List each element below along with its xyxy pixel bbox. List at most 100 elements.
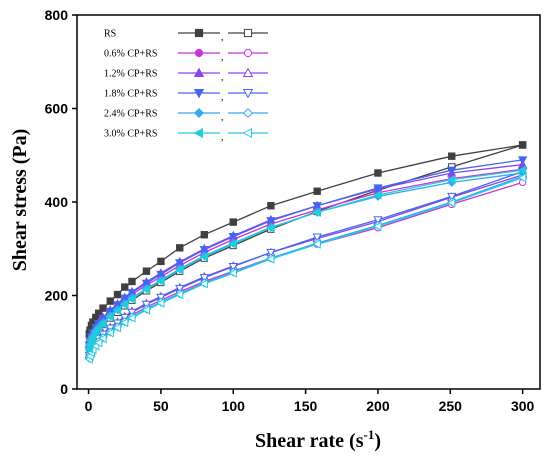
legend-separator: , (221, 132, 224, 143)
data-point-down (312, 233, 322, 242)
data-point-up (267, 202, 275, 210)
data-point-up (446, 174, 456, 185)
y-tick-label: 200 (45, 288, 69, 304)
data-point-up (113, 290, 122, 299)
data-point-up (313, 187, 321, 195)
data-point-up (121, 283, 129, 291)
data-point-down (119, 317, 129, 328)
x-axis-title-close: ) (374, 430, 381, 452)
data-point-up (156, 276, 165, 286)
data-point-down (446, 198, 456, 208)
legend-marker-down (242, 67, 254, 77)
legend-marker-down (242, 89, 254, 99)
y-tick-label: 600 (45, 101, 69, 117)
series-2 (84, 159, 528, 358)
data-point-up (106, 297, 114, 305)
series-line-down (88, 177, 523, 360)
data-point-up (517, 165, 527, 175)
data-point-up (93, 323, 103, 333)
data-point-up (176, 244, 184, 252)
data-point-up (373, 184, 383, 193)
series-0 (85, 141, 527, 351)
legend-marker-up (193, 67, 205, 77)
data-point-down (127, 313, 136, 323)
data-point-up (112, 305, 122, 316)
x-tick-label: 250 (439, 398, 463, 414)
data-point-down (228, 262, 238, 272)
series-3 (84, 156, 528, 361)
data-point-up (105, 311, 114, 322)
y-tick-label: 0 (60, 381, 68, 397)
data-point-up (200, 231, 209, 239)
series-line-up (88, 159, 523, 346)
data-point-up (128, 277, 136, 286)
legend-separator: , (221, 32, 224, 43)
data-point-up (517, 156, 528, 165)
data-point-up (174, 265, 184, 275)
series-line-down (88, 144, 523, 348)
legend-label: 1.8% CP+RS (104, 89, 157, 100)
data-point-up (447, 166, 457, 176)
data-point-down (199, 279, 208, 289)
series-line-up (88, 163, 523, 345)
legend-separator: , (221, 92, 224, 103)
axes: 0 50 100 150 200 250 300 0 200 400 600 800 (45, 7, 535, 414)
data-point-down (156, 298, 165, 308)
data-point-up (312, 207, 321, 217)
data-point-up (127, 289, 137, 298)
legend-marker-down (243, 28, 253, 38)
y-tick-label: 800 (45, 7, 69, 23)
series-line-up (88, 169, 523, 349)
data-point-up (175, 259, 185, 268)
legend-marker-down (242, 127, 252, 139)
data-point-up (199, 252, 208, 262)
series-4 (84, 168, 528, 363)
legend-marker-up (193, 127, 203, 139)
legend: RS , 0.6% CP+RS , 1.2% CP+RS , 1.8% CP+RS , 2.4%… (104, 28, 268, 143)
data-point-down (175, 284, 185, 294)
data-point-up (98, 318, 107, 329)
legend-label: RS (104, 29, 116, 40)
x-tick-label: 100 (222, 398, 246, 414)
data-point-up (448, 152, 456, 160)
data-point-down (373, 216, 383, 225)
data-point-down (447, 192, 457, 202)
legend-marker-down (243, 48, 253, 58)
data-point-down (228, 268, 237, 278)
data-point-down (199, 274, 210, 283)
legend-marker-up (194, 28, 204, 38)
legend-label: 0.6% CP+RS (104, 49, 157, 60)
legend-label: 1.2% CP+RS (104, 69, 157, 80)
data-point-up (156, 270, 166, 280)
data-point-up (85, 340, 94, 350)
data-point-down (112, 323, 122, 333)
series-5 (84, 165, 527, 364)
series-line-down (88, 175, 523, 359)
data-point-up (141, 279, 152, 289)
y-tick-label: 400 (45, 194, 69, 210)
legend-marker-up (194, 48, 204, 58)
x-tick-label: 0 (85, 398, 93, 414)
data-point-down (93, 338, 103, 348)
legend-label: 2.4% CP+RS (104, 109, 157, 120)
legend-marker-up (193, 107, 205, 119)
data-point-up (312, 202, 322, 211)
x-tick-label: 150 (294, 398, 318, 414)
data-point-down (373, 221, 382, 231)
data-point-up (229, 218, 237, 226)
data-point-down (105, 328, 114, 338)
data-point-down (517, 173, 527, 183)
data-point-down (266, 248, 276, 258)
series-layer (84, 141, 528, 364)
data-point-down (312, 239, 321, 249)
data-point-up (120, 294, 130, 304)
x-axis-title-main: Shear rate (s (255, 430, 364, 452)
series-line-down (88, 170, 523, 356)
data-point-down (98, 333, 107, 344)
data-point-up (157, 257, 165, 266)
data-point-up (88, 332, 97, 342)
data-point-up (228, 239, 237, 249)
data-point-up (127, 294, 136, 304)
x-tick-label: 200 (366, 398, 390, 414)
